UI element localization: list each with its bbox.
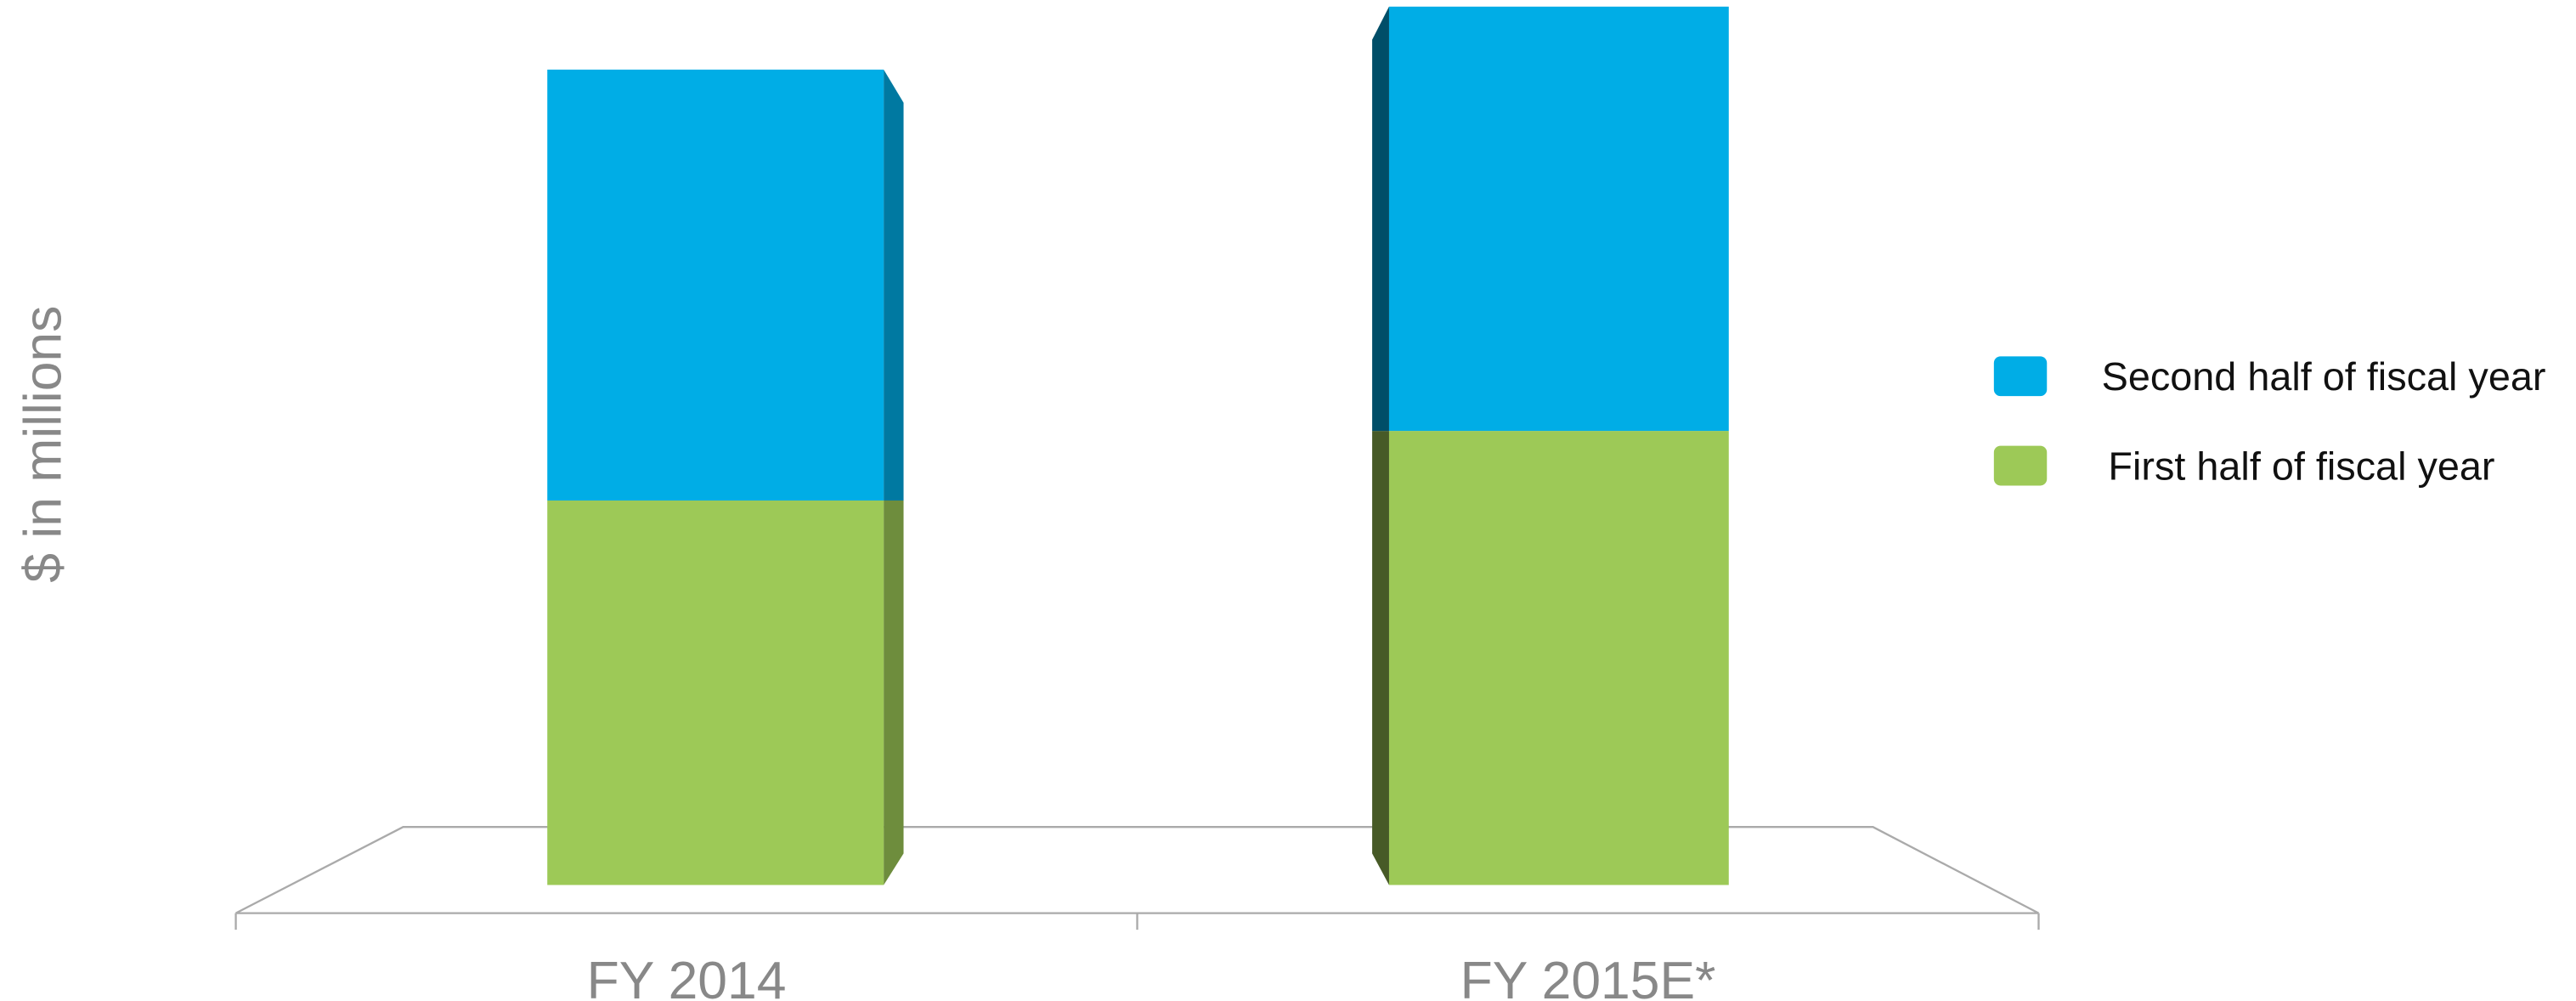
bar-side xyxy=(884,500,904,885)
bar-segment xyxy=(1388,6,1729,432)
legend-label: First half of fiscal year xyxy=(2108,444,2494,488)
bar-segment xyxy=(547,500,884,885)
x-tick-label: FY 2015E* xyxy=(1460,952,1716,1001)
legend-swatch xyxy=(1993,445,2048,486)
y-axis-label: $ in millions xyxy=(14,306,73,583)
legend-swatch xyxy=(1993,356,2048,397)
bar-segment xyxy=(547,69,884,500)
x-tick-label: FY 2014 xyxy=(587,952,787,1001)
bar-side xyxy=(884,69,904,500)
floor-outline xyxy=(235,826,2040,914)
floor xyxy=(234,826,2040,930)
bar-segment xyxy=(1388,431,1729,885)
bar-side xyxy=(1372,6,1389,432)
legend-label: Second half of fiscal year xyxy=(2102,354,2546,399)
bar-side xyxy=(1372,431,1389,885)
